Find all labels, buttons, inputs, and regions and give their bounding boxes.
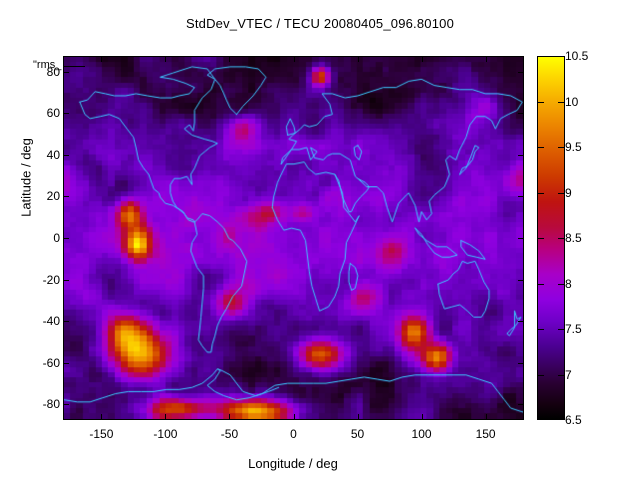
x-tickmark (357, 56, 359, 62)
y-tickmark (518, 321, 524, 323)
y-tickmark (63, 404, 69, 406)
y-tickmark (518, 154, 524, 156)
x-tickmark (485, 414, 487, 420)
x-tick-50: 50 (350, 427, 365, 441)
y-axis-ticklabels: 80 60 40 20 0 -20 -40 -60 -80 (20, 0, 60, 480)
colorbar-tick-9: 9 (565, 185, 572, 200)
y-tickmark (63, 154, 69, 156)
y-tickmark (518, 362, 524, 364)
x-tick-100: 100 (411, 427, 432, 441)
artifact-label: "rms_ (33, 59, 62, 71)
colorbar-tickmark (537, 101, 544, 103)
colorbar-tickmark (558, 374, 565, 376)
colorbar-tickmark (558, 283, 565, 285)
colorbar-tickmark (558, 147, 565, 148)
y-tick-0: 0 (53, 231, 60, 245)
colorbar-tickmark (558, 101, 565, 103)
colorbar-tickmark (537, 329, 544, 330)
colorbar-tick-9_5: 9.5 (565, 140, 582, 154)
colorbar-tickmark (558, 238, 565, 239)
x-tickmark (229, 56, 231, 62)
y-tick-80: 80 (46, 64, 60, 79)
colorbar-tickmark (537, 147, 544, 148)
colorbar-tick-8: 8 (565, 276, 572, 291)
y-tick--60: -60 (42, 355, 60, 370)
x-tick--150: -150 (89, 427, 114, 441)
x-tickmark (101, 414, 103, 420)
x-tickmark (293, 414, 295, 420)
x-tick-0: 0 (290, 427, 297, 441)
colorbar-tick-7_5: 7.5 (565, 322, 582, 336)
colorbar-tick-10_5: 10.5 (565, 49, 589, 63)
heatmap-plot-area[interactable] (63, 56, 524, 420)
x-tick-150: 150 (475, 427, 496, 441)
y-tick-40: 40 (46, 147, 60, 162)
y-tick--20: -20 (42, 272, 60, 287)
y-tickmark (63, 238, 69, 239)
x-tickmark (229, 414, 231, 420)
x-tick--50: -50 (220, 427, 239, 441)
x-tickmark (165, 56, 167, 62)
x-axis-title: Longitude / deg (248, 456, 338, 471)
colorbar-tick-7: 7 (565, 367, 572, 382)
colorbar-tickmark (537, 192, 544, 194)
colorbar-tick-8_5: 8.5 (565, 231, 582, 245)
colorbar-tick-10: 10 (565, 94, 579, 109)
x-tickmark (485, 56, 487, 62)
y-tickmark (518, 113, 524, 115)
colorbar-tick-6_5: 6.5 (565, 413, 582, 427)
colorbar-tickmark (537, 238, 544, 239)
y-tick--80: -80 (42, 397, 60, 412)
x-tickmark (357, 414, 359, 420)
y-tickmark (518, 404, 524, 406)
y-tick--40: -40 (42, 314, 60, 329)
x-tickmark (101, 56, 103, 62)
y-tickmark (518, 71, 524, 73)
y-tickmark (63, 71, 69, 73)
y-tickmark (63, 321, 69, 323)
colorbar-tickmark (558, 329, 565, 330)
colorbar-tickmark (537, 283, 544, 285)
y-tickmark (63, 362, 69, 364)
colorbar-tickmark (537, 374, 544, 376)
y-axis-title: Latitude / deg (18, 138, 34, 217)
y-tickmark (63, 279, 69, 281)
x-tickmark (421, 414, 423, 420)
x-tick--100: -100 (153, 427, 178, 441)
x-tickmark (165, 414, 167, 420)
key-title-artifact: "rms_ (33, 59, 85, 71)
y-tick-60: 60 (46, 106, 60, 121)
x-tickmark (293, 56, 295, 62)
y-tickmark (63, 196, 69, 198)
chart-title: StdDev_VTEC / TECU 20080405_096.80100 (185, 16, 455, 31)
artifact-dash (63, 66, 85, 67)
y-tickmark (518, 238, 524, 239)
colorbar-tickmark (558, 192, 565, 194)
coastline-overlay (64, 57, 523, 419)
y-tick-20: 20 (46, 189, 60, 204)
x-tickmark (421, 56, 423, 62)
y-tickmark (63, 113, 69, 115)
y-tickmark (518, 196, 524, 198)
y-tickmark (518, 279, 524, 281)
